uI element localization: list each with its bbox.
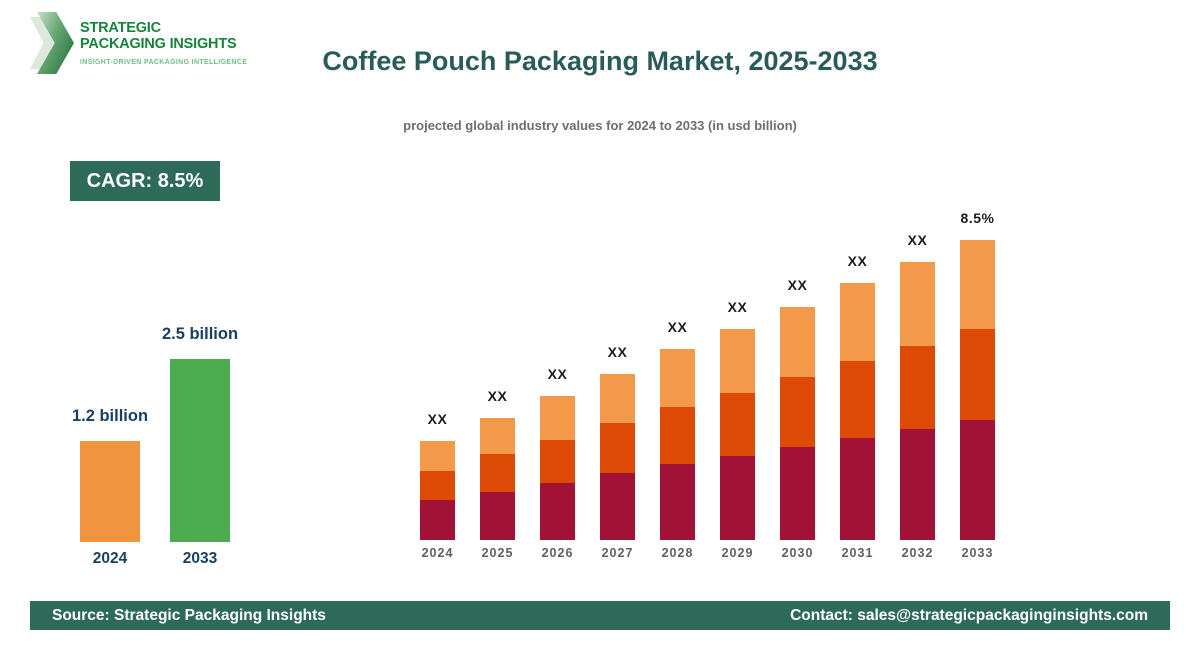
stacked-bar-year-label: 2031 [841,546,874,560]
stacked-bar-year-label: 2024 [421,546,454,560]
stacked-bar-year-label: 2028 [661,546,694,560]
stacked-bar-group: XX 2031 [840,240,875,560]
middle-segment [720,393,755,456]
logo-name-line2: PACKAGING INSIGHTS [80,36,237,52]
mini-bar-group: 2.5 billion 2033 [162,325,238,567]
bottom-segment [780,447,815,540]
bar-top-label: XX [727,299,748,315]
top-segment [480,418,515,454]
logo-tagline: INSIGHT-DRIVEN PACKAGING INTELLIGENCE [80,59,248,66]
mini-market-chart: 1.2 billion 2024 2.5 billion 2033 [72,325,238,567]
stacked-bar-year-label: 2027 [601,546,634,560]
bottom-segment [840,438,875,540]
middle-segment [900,346,935,429]
bottom-segment [900,429,935,540]
stacked-bar-year-label: 2032 [901,546,934,560]
bar-top-label: XX [667,319,688,335]
stacked-bar-group: XX 2026 [540,240,575,560]
bar-top-label: XX [787,277,808,293]
mini-bar-group: 1.2 billion 2024 [72,359,148,567]
mini-bar-value-label: 1.2 billion [71,407,149,425]
footer-bar: Source: Strategic Packaging Insights Con… [30,601,1170,630]
page-subtitle: projected global industry values for 202… [403,118,797,133]
bar-top-label: XX [847,253,868,269]
middle-segment [660,407,695,464]
cagr-badge: CAGR: 8.5% [70,161,220,201]
stacked-bar-group: 8.5% 2033 [960,210,995,560]
top-segment [660,349,695,407]
bottom-segment [420,500,455,540]
top-segment [900,262,935,346]
contact-text: Contact: sales@strategicpackaginginsight… [790,606,1148,624]
logo-text: STRATEGIC PACKAGING INSIGHTS INSIGHT-DRI… [80,12,247,66]
middle-segment [960,329,995,420]
stacked-bar-year-label: 2029 [721,546,754,560]
middle-segment [840,361,875,438]
mini-bar [80,441,140,542]
middle-segment [600,423,635,473]
bar-top-label: XX [607,344,628,360]
bar-top-label: XX [427,411,448,427]
page-title: Coffee Pouch Packaging Market, 2025-2033 [322,46,878,76]
stacked-bar-group: XX 2025 [480,240,515,560]
middle-segment [540,440,575,483]
mini-bar [170,359,230,542]
bottom-segment [720,456,755,540]
bar-top-label: XX [487,388,508,404]
source-text: Source: Strategic Packaging Insights [52,606,326,624]
bar-top-label: XX [547,366,568,382]
double-chevron-right-icon [30,12,74,74]
top-segment [600,374,635,423]
stacked-bar-group: XX 2028 [660,240,695,560]
bar-top-label: 8.5% [960,210,995,226]
bottom-segment [540,483,575,540]
top-segment [840,283,875,361]
bottom-segment [600,473,635,540]
stacked-bar-group: XX 2027 [600,240,635,560]
stacked-bar-year-label: 2033 [961,546,994,560]
top-segment [780,307,815,377]
top-segment [720,329,755,393]
bottom-segment [960,420,995,540]
stacked-bar-year-label: 2026 [541,546,574,560]
top-segment [420,441,455,471]
mini-bar-year-label: 2033 [182,550,218,567]
stacked-bar-group: XX 2032 [900,232,935,560]
top-segment [540,396,575,440]
middle-segment [780,377,815,447]
middle-segment [480,454,515,492]
middle-segment [420,471,455,500]
bar-top-label: XX [907,232,928,248]
bottom-segment [660,464,695,540]
stacked-bar-chart: XX 2024 XX 2025 XX 2026 XX 2027 XX 2028 XX 2029 XX 20… [420,210,995,560]
stacked-bar-year-label: 2025 [481,546,514,560]
logo-name-line1: STRATEGIC [80,20,161,36]
bottom-segment [480,492,515,540]
stacked-bar-group: XX 2024 [420,240,455,560]
mini-bar-value-label: 2.5 billion [161,325,239,343]
top-segment [960,240,995,329]
mini-bar-year-label: 2024 [92,550,128,567]
stacked-bar-year-label: 2030 [781,546,814,560]
stacked-bar-group: XX 2030 [780,240,815,560]
stacked-bar-group: XX 2029 [720,240,755,560]
logo: STRATEGIC PACKAGING INSIGHTS INSIGHT-DRI… [30,12,247,74]
